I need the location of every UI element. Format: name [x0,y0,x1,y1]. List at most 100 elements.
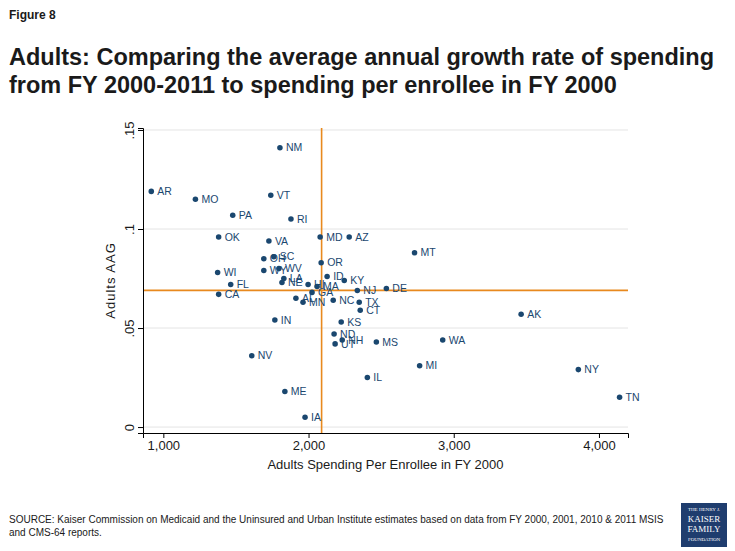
point [272,317,278,323]
point-label: MN [309,296,325,308]
point-label: AR [157,185,172,197]
point-label: WI [224,266,237,278]
point-label: IA [311,411,321,423]
point-label: IL [373,371,382,383]
point [318,260,324,266]
y-tick: .05 [122,319,143,337]
point [355,288,361,294]
point [330,298,336,304]
point-label: NM [286,141,302,153]
point-label: WY [270,264,287,276]
point [230,212,236,218]
y-tick-mark [138,328,143,329]
point [374,339,380,345]
y-tick-label: .1 [122,224,137,235]
point-labels: ARMOPAOKVTNMRIVAMDAZMTOROHSCWVWYWIFLCALA… [157,141,639,422]
plot-marks [143,128,628,433]
x-tick-label: 3,000 [438,438,471,453]
point-label: SC [280,250,295,262]
point-label: CT [366,304,381,316]
point [576,367,582,373]
point-label: TN [626,391,640,403]
grid-line [143,229,628,230]
grid-line [143,129,628,130]
source: SOURCE: Kaiser Commission on Medicaid an… [9,514,664,538]
point-label: WA [449,334,466,346]
point [268,193,274,199]
y-tick-mark [138,427,143,428]
point [365,375,371,381]
point [249,353,255,359]
point-label: MS [382,336,398,348]
point [324,274,330,280]
y-tick-label: .15 [122,121,137,139]
point [305,282,311,288]
point [302,414,308,420]
point [216,234,222,240]
logo-text: FOUNDATION [688,537,721,542]
point-label: KS [347,316,361,328]
point [518,311,524,317]
y-axis-line [138,129,144,434]
point [384,286,390,292]
point [279,280,285,286]
figure-label: Figure 8 [9,8,56,22]
logo-text: KAISER [688,514,721,524]
point-label: OR [327,256,343,268]
source-line: SOURCE: Kaiser Commission on Medicaid an… [9,514,664,525]
x-tick: 2,000 [293,433,326,453]
y-tick-mark [138,130,143,131]
point [149,189,155,195]
x-tick-label: 1,000 [148,438,181,453]
point-label: UT [341,338,356,350]
point [332,341,338,347]
point-label: RI [297,213,308,225]
point-label: MD [326,231,343,243]
grid-line [143,328,628,329]
point-label: ME [291,385,307,397]
point-label: NE [288,276,303,288]
point [346,234,352,240]
point-label: DE [392,282,407,294]
point [440,337,446,343]
point [216,292,222,298]
point-label: MO [201,193,218,205]
logo: THE HENRY J.KAISERFAMILYFOUNDATION [681,503,727,547]
point [261,256,267,262]
plot-area [143,128,628,433]
point [338,319,344,325]
logo-box [681,503,727,547]
point-label: NY [584,363,599,375]
y-axis: 0 .05 .1 .15 [122,121,144,433]
x-axis-line [144,434,629,439]
point-label: VA [275,235,288,247]
point [288,216,294,222]
point [193,197,199,203]
title: Adults: Comparing the average annual gro… [9,44,714,98]
point [282,389,288,395]
y-tick-label: .05 [122,319,137,337]
point-label: CA [225,288,240,300]
point-label: AK [527,308,541,320]
x-tick: 1,000 [148,433,181,453]
x-axis-title: Adults Spending Per Enrollee in FY 2000 [267,457,503,472]
x-tick: 3,000 [438,433,471,453]
logo-text: FAMILY [688,524,721,534]
point-label: IN [281,314,292,326]
point [412,250,418,256]
x-tick-label: 4,000 [583,438,616,453]
y-tick-label: 0 [122,424,137,431]
point [261,268,267,274]
x-tick: 4,000 [583,433,616,453]
point-label: MT [421,246,437,258]
chart: Figure 8 Adults: Comparing the average an… [0,0,735,551]
point [417,363,423,369]
title-line: from FY 2000-2011 to spending per enroll… [9,72,617,98]
point-label: PA [239,209,252,221]
title-line: Adults: Comparing the average annual gro… [9,44,714,70]
y-tick: .1 [122,224,143,235]
point-label: OK [225,231,240,243]
source-line: and CMS-64 reports. [9,527,102,538]
grid [143,130,628,427]
point-label: NC [339,294,355,306]
